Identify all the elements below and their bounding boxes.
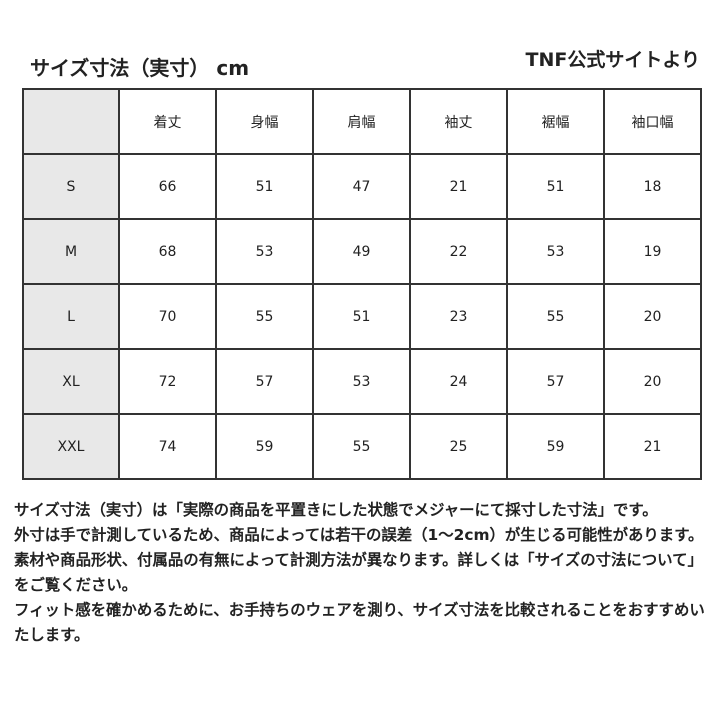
- cell: 53: [506, 218, 605, 285]
- cell: 53: [215, 218, 314, 285]
- size-row: XL 72 57 53 24 57 20: [22, 348, 702, 415]
- cell: 53: [312, 348, 411, 415]
- cell: 25: [409, 413, 508, 480]
- cell: 51: [215, 153, 314, 220]
- cell: 51: [506, 153, 605, 220]
- column-header: 裾幅: [506, 88, 605, 155]
- row-header: XXL: [22, 413, 120, 480]
- row-header: XL: [22, 348, 120, 415]
- cell: 59: [215, 413, 314, 480]
- column-header: 袖口幅: [603, 88, 702, 155]
- row-header: M: [22, 218, 120, 285]
- cell: 22: [409, 218, 508, 285]
- size-row: M 68 53 49 22 53 19: [22, 218, 702, 285]
- column-header: 袖丈: [409, 88, 508, 155]
- size-row: XXL 74 59 55 25 59 21: [22, 413, 702, 480]
- cell: 66: [118, 153, 217, 220]
- column-header: 着丈: [118, 88, 217, 155]
- corner-cell: [22, 88, 120, 155]
- column-header: 肩幅: [312, 88, 411, 155]
- size-row: L 70 55 51 23 55 20: [22, 283, 702, 350]
- cell: 72: [118, 348, 217, 415]
- size-table: 着丈 身幅 肩幅 袖丈 裾幅 袖口幅 S 66 51 47 21 51 18 M 68 53 49 22 53 19 L…: [22, 88, 702, 480]
- notes: サイズ寸法（実寸）は「実際の商品を平置きにした状態でメジャーにて採寸した寸法」で…: [14, 498, 708, 648]
- cell: 20: [603, 283, 702, 350]
- column-header: 身幅: [215, 88, 314, 155]
- note: 外寸は手で計測しているため、商品によっては若干の誤差（1〜2cm）が生じる可能性…: [14, 526, 704, 544]
- cell: 51: [312, 283, 411, 350]
- size-row: S 66 51 47 21 51 18: [22, 153, 702, 220]
- cell: 21: [603, 413, 702, 480]
- cell: 68: [118, 218, 217, 285]
- cell: 19: [603, 218, 702, 285]
- cell: 59: [506, 413, 605, 480]
- cell: 18: [603, 153, 702, 220]
- cell: 57: [215, 348, 314, 415]
- cell: 55: [312, 413, 411, 480]
- title: サイズ寸法（実寸） cm: [30, 56, 250, 80]
- source: TNF公式サイトより: [525, 49, 700, 71]
- cell: 47: [312, 153, 411, 220]
- cell: 23: [409, 283, 508, 350]
- cell: 55: [215, 283, 314, 350]
- row-header: S: [22, 153, 120, 220]
- cell: 55: [506, 283, 605, 350]
- cell: 70: [118, 283, 217, 350]
- header-row: 着丈 身幅 肩幅 袖丈 裾幅 袖口幅: [22, 88, 702, 155]
- note: フィット感を確かめるために、お手持ちのウェアを測り、サイズ寸法を比較されることを…: [14, 601, 705, 644]
- cell: 24: [409, 348, 508, 415]
- cell: 57: [506, 348, 605, 415]
- cell: 20: [603, 348, 702, 415]
- cell: 21: [409, 153, 508, 220]
- row-header: L: [22, 283, 120, 350]
- note: サイズ寸法（実寸）は「実際の商品を平置きにした状態でメジャーにて採寸した寸法」で…: [14, 501, 658, 519]
- cell: 74: [118, 413, 217, 480]
- cell: 49: [312, 218, 411, 285]
- note: 素材や商品形状、付属品の有無によって計測方法が異なります。詳しくは「サイズの寸法…: [14, 551, 703, 594]
